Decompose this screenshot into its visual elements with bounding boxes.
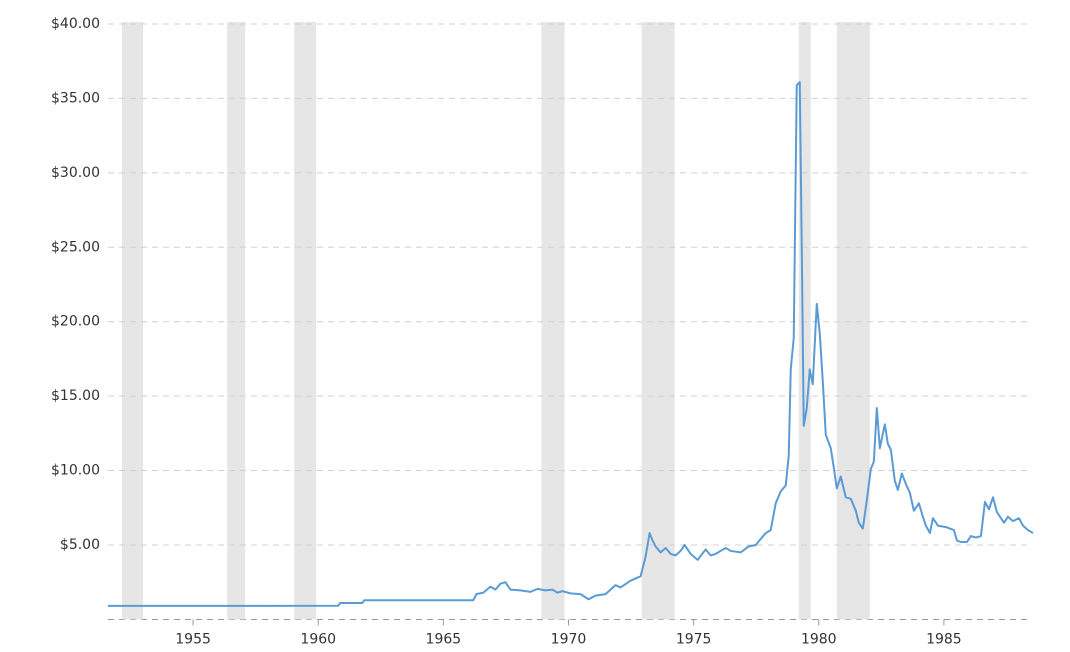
x-tick-label: 1980: [801, 631, 837, 647]
x-tick-label: 1975: [676, 631, 712, 647]
x-tick-label: 1960: [300, 631, 336, 647]
y-tick-label: $15.00: [51, 388, 100, 404]
y-tick-label: $40.00: [51, 16, 100, 32]
recession-band: [227, 22, 246, 620]
y-tick-label: $20.00: [51, 314, 100, 330]
recession-band: [641, 22, 675, 620]
x-tick-label: 1955: [175, 631, 211, 647]
y-tick-label: $25.00: [51, 239, 100, 255]
x-tick-label: 1965: [426, 631, 462, 647]
recession-band: [294, 22, 317, 620]
price-line: [108, 81, 1034, 607]
recession-band: [541, 22, 565, 620]
recession-band: [122, 22, 144, 620]
x-tick-label: 1970: [551, 631, 587, 647]
recession-band: [836, 22, 870, 620]
y-tick-label: $10.00: [51, 463, 100, 479]
x-tick-label: 1985: [926, 631, 962, 647]
y-tick-label: $30.00: [51, 165, 100, 181]
y-tick-label: $5.00: [60, 537, 100, 553]
y-tick-label: $35.00: [51, 90, 100, 106]
